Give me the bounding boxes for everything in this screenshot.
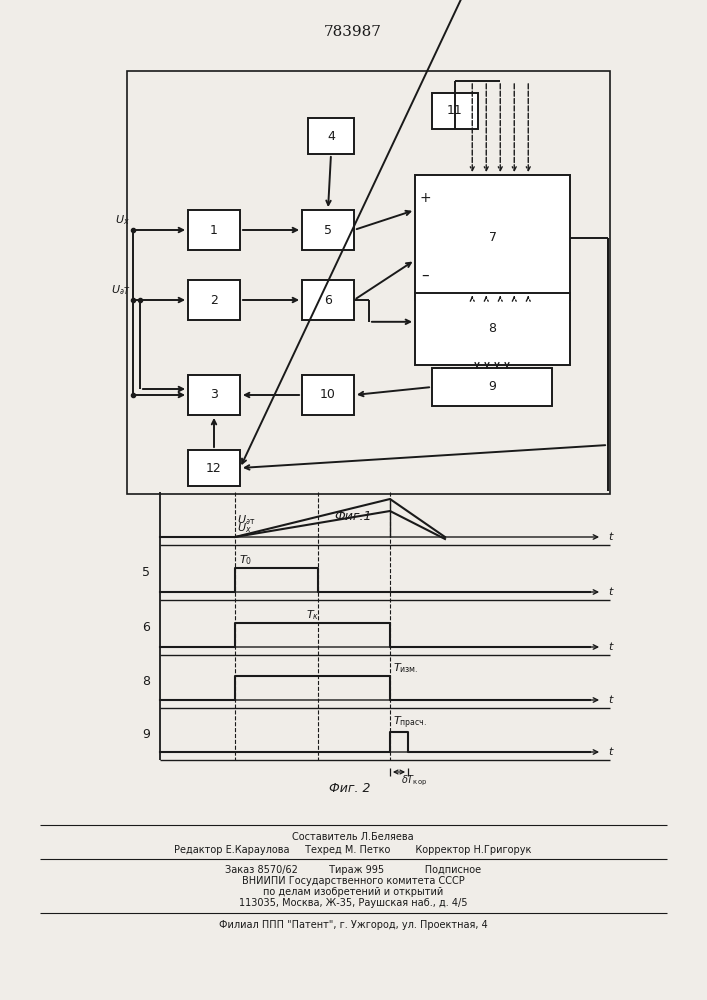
Text: Фиг.1: Фиг.1: [334, 510, 372, 522]
Text: $T_\kappa$: $T_\kappa$: [306, 608, 319, 622]
Text: по делам изобретений и открытий: по делам изобретений и открытий: [263, 887, 443, 897]
Text: $T_0$: $T_0$: [239, 553, 252, 567]
Bar: [302, 280, 354, 320]
Bar: [302, 210, 354, 250]
Text: $T_{\text{изм.}}$: $T_{\text{изм.}}$: [393, 661, 419, 675]
Bar: [188, 450, 240, 486]
Text: 783987: 783987: [324, 25, 382, 39]
Text: $T_{\text{прасч.}}$: $T_{\text{прасч.}}$: [393, 715, 427, 731]
Text: 6: 6: [324, 294, 332, 306]
Text: $\delta T_{\text{кор}}$: $\delta T_{\text{кор}}$: [401, 774, 427, 788]
Text: –: –: [421, 268, 429, 283]
Bar: [188, 375, 240, 415]
Bar: [432, 93, 478, 129]
Bar: [432, 368, 552, 406]
Text: Заказ 8570/62          Тираж 995             Подписное: Заказ 8570/62 Тираж 995 Подписное: [225, 865, 481, 875]
Text: t: t: [608, 695, 612, 705]
Text: 113035, Москва, Ж-35, Раушская наб., д. 4/5: 113035, Москва, Ж-35, Раушская наб., д. …: [239, 898, 467, 908]
Text: ВНИИПИ Государственного комитета СССР: ВНИИПИ Государственного комитета СССР: [242, 876, 464, 886]
Text: 1: 1: [210, 224, 218, 236]
Bar: [415, 175, 570, 300]
Text: $U_x$: $U_x$: [237, 521, 252, 535]
Text: 2: 2: [210, 294, 218, 306]
Text: $U_x$: $U_x$: [115, 213, 130, 227]
Bar: [308, 118, 354, 154]
Text: 8: 8: [489, 322, 496, 336]
Text: 4: 4: [327, 129, 335, 142]
Bar: [127, 71, 610, 494]
Text: $U_{\mathit{\partial T}}$: $U_{\mathit{\partial T}}$: [110, 283, 130, 297]
Text: t: t: [608, 587, 612, 597]
Text: Редактор Е.Караулова     Техред М. Петко        Корректор Н.Григорук: Редактор Е.Караулова Техред М. Петко Кор…: [175, 845, 532, 855]
Text: 11: 11: [447, 104, 463, 117]
Text: 5: 5: [142, 566, 150, 579]
Text: 9: 9: [488, 380, 496, 393]
Text: 7: 7: [489, 231, 496, 244]
Bar: [302, 375, 354, 415]
Text: 3: 3: [210, 388, 218, 401]
Bar: [415, 293, 570, 365]
Bar: [188, 210, 240, 250]
Bar: [188, 280, 240, 320]
Text: 9: 9: [142, 728, 150, 740]
Text: 8: 8: [142, 675, 150, 688]
Text: Составитель Л.Беляева: Составитель Л.Беляева: [292, 832, 414, 842]
Text: +: +: [419, 191, 431, 205]
Text: Филиал ППП "Патент", г. Ужгород, ул. Проектная, 4: Филиал ППП "Патент", г. Ужгород, ул. Про…: [218, 920, 487, 930]
Text: t: t: [608, 747, 612, 757]
Text: Фиг. 2: Фиг. 2: [329, 782, 370, 794]
Text: $U_{\partial\text{т}}$: $U_{\partial\text{т}}$: [237, 513, 255, 527]
Text: 12: 12: [206, 462, 222, 475]
Text: t: t: [608, 642, 612, 652]
Text: t: t: [608, 532, 612, 542]
Text: 10: 10: [320, 388, 336, 401]
Text: 5: 5: [324, 224, 332, 236]
Text: 6: 6: [142, 621, 150, 634]
